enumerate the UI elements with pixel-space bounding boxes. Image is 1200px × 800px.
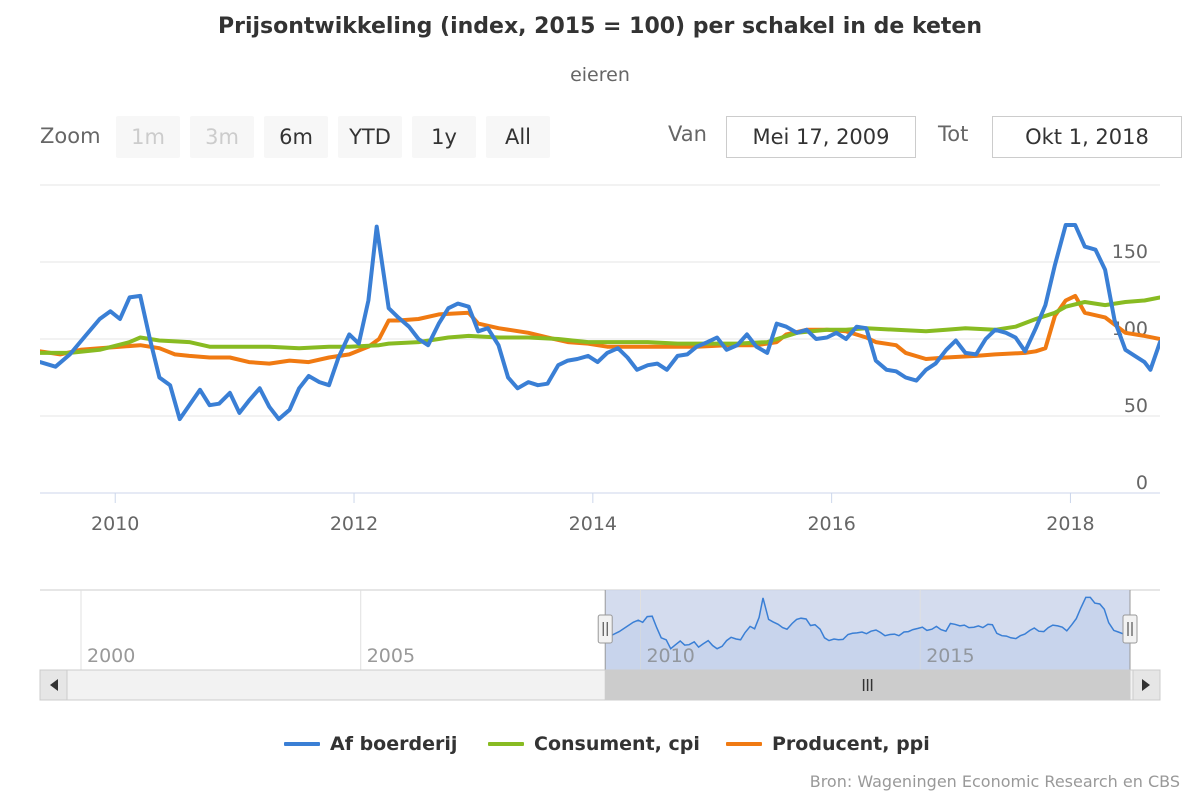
scroll-left-arrow-icon <box>50 679 58 691</box>
x-tick-label: 2016 <box>807 513 855 535</box>
zoom-6m-button[interactable]: 6m <box>264 116 328 158</box>
x-tick-label: 2014 <box>569 513 617 535</box>
navigator-tick-label: 2015 <box>926 645 974 667</box>
navigator-selected-range[interactable] <box>605 590 1130 670</box>
series-line-af-boerderij[interactable] <box>40 223 1160 422</box>
from-date-input[interactable]: Mei 17, 2009 <box>726 116 916 158</box>
zoom-1y-button[interactable]: 1y <box>412 116 476 158</box>
legend-swatch-producent-ppi <box>726 742 762 746</box>
navigator-tick-label: 2005 <box>367 645 415 667</box>
navigator-tick-label: 2010 <box>646 645 694 667</box>
zoom-1m-button: 1m <box>116 116 180 158</box>
from-label: Van <box>668 122 707 146</box>
zoom-all-button[interactable]: All <box>486 116 550 158</box>
zoom-label: Zoom <box>40 124 101 148</box>
to-label: Tot <box>938 122 969 146</box>
legend-label-producent-ppi: Producent, ppi <box>772 733 930 755</box>
navigator-tick-label: 2000 <box>87 645 135 667</box>
chart-title: Prijsontwikkeling (index, 2015 = 100) pe… <box>217 14 983 39</box>
legend-label-af-boerderij: Af boerderij <box>330 733 458 755</box>
x-tick-label: 2010 <box>91 513 139 535</box>
y-tick-label: 50 <box>1124 395 1148 417</box>
series-line-producent-ppi[interactable] <box>40 293 1160 366</box>
legend-swatch-consument-cpi <box>488 742 524 746</box>
chart-subtitle: eieren <box>570 64 630 86</box>
legend-item-consument-cpi[interactable]: Consument, cpi <box>488 730 700 758</box>
gridlines <box>40 184 1160 494</box>
series-lines <box>40 223 1160 422</box>
scroll-right-arrow-icon <box>1142 679 1150 691</box>
credits[interactable]: Bron: Wageningen Economic Research en CB… <box>809 772 1180 791</box>
navigator-handle-right[interactable] <box>1122 614 1138 644</box>
legend-swatch-af-boerderij <box>284 742 320 746</box>
y-tick-label: 150 <box>1112 241 1148 263</box>
x-tick-label: 2018 <box>1046 513 1094 535</box>
legend-item-af-boerderij[interactable]: Af boerderij <box>284 730 457 758</box>
x-axis: 2010 2012 2014 2016 2018 <box>91 493 1095 535</box>
legend-label-consument-cpi: Consument, cpi <box>534 733 700 755</box>
legend-item-producent-ppi[interactable]: Producent, ppi <box>726 730 930 758</box>
x-tick-label: 2012 <box>330 513 378 535</box>
zoom-ytd-button[interactable]: YTD <box>338 116 402 158</box>
navigator[interactable]: 2000 2005 2010 2015 <box>39 589 1161 701</box>
y-tick-label: 0 <box>1136 472 1148 494</box>
navigator-series-line <box>605 596 1131 650</box>
navigator-handle-left[interactable] <box>597 614 613 644</box>
zoom-3m-button: 3m <box>190 116 254 158</box>
to-date-input[interactable]: Okt 1, 2018 <box>992 116 1182 158</box>
series-line-consument-cpi[interactable] <box>40 295 1160 355</box>
